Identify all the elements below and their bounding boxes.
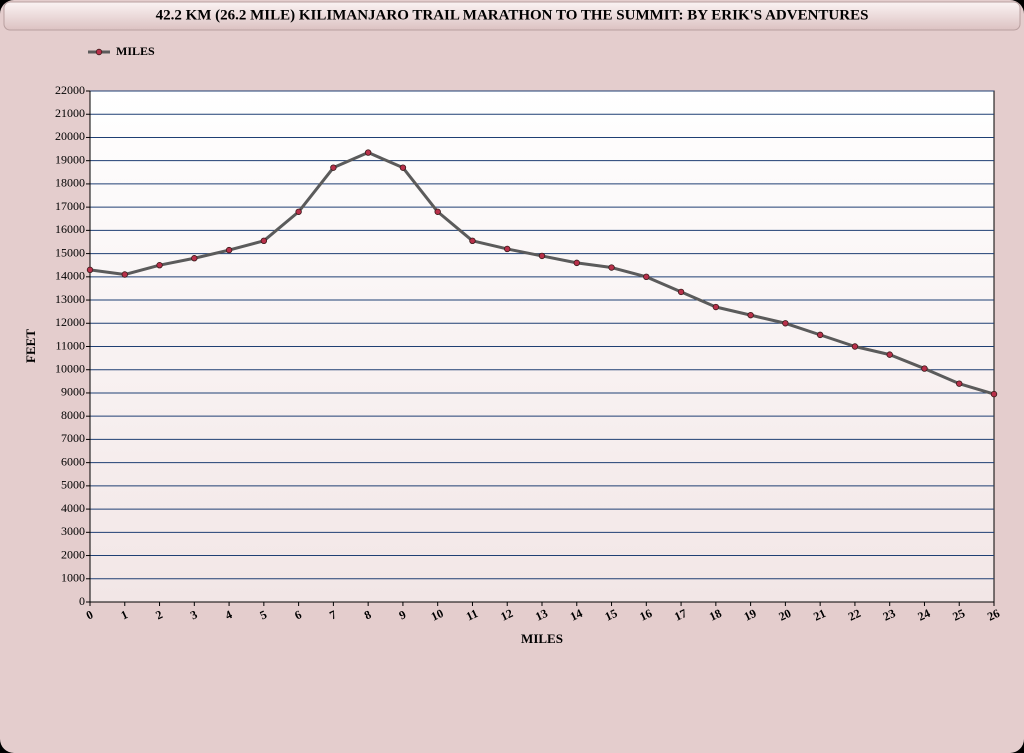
y-tick-label: 17000 (55, 199, 85, 213)
x-tick-label: 13 (533, 606, 550, 624)
y-tick-label: 1000 (61, 571, 85, 585)
y-tick-label: 14000 (55, 269, 85, 283)
y-tick-label: 4000 (61, 501, 85, 515)
y-tick-label: 6000 (61, 454, 85, 468)
x-tick-label: 25 (950, 606, 967, 624)
point (677, 288, 685, 296)
point (608, 264, 615, 271)
y-tick-label: 12000 (55, 315, 85, 329)
point (330, 164, 337, 171)
chart-title: 42.2 KM (26.2 MILE) KILIMANJARO TRAIL MA… (156, 7, 869, 23)
y-tick-label: 19000 (55, 152, 85, 166)
point (399, 164, 407, 171)
y-tick-label: 5000 (61, 478, 85, 492)
x-tick-label: 1 (119, 607, 130, 622)
x-tick-label: 6 (292, 607, 303, 622)
legend-marker (95, 48, 103, 56)
point (921, 365, 928, 372)
point (434, 208, 441, 215)
point (956, 380, 963, 387)
y-tick-label: 18000 (55, 176, 85, 190)
x-tick-label: 24 (916, 606, 933, 624)
y-tick-label: 7000 (61, 431, 85, 445)
y-tick-label: 13000 (55, 292, 85, 306)
y-axis-title: FEET (23, 329, 38, 363)
x-axis-title: MILES (521, 631, 563, 646)
x-tick-label: 15 (603, 606, 620, 624)
x-tick-label: 2 (153, 607, 164, 622)
x-tick-label: 20 (776, 606, 793, 624)
x-tick-label: 16 (637, 606, 654, 624)
y-tick-label: 8000 (61, 408, 85, 422)
point (851, 343, 859, 350)
y-tick-label: 20000 (55, 129, 85, 143)
y-tick-label: 22000 (55, 83, 85, 97)
x-tick-label: 8 (362, 607, 373, 622)
point (86, 266, 94, 274)
y-tick-label: 21000 (55, 106, 85, 120)
x-tick-label: 22 (846, 606, 863, 624)
point (747, 311, 754, 319)
x-tick-label: 14 (568, 606, 585, 624)
x-tick-label: 23 (881, 606, 898, 624)
point (364, 149, 372, 156)
y-tick-label: 16000 (55, 222, 85, 236)
x-tick-label: 12 (498, 606, 515, 624)
point (990, 390, 998, 398)
x-tick-label: 21 (811, 606, 828, 624)
point (712, 303, 720, 311)
y-tick-label: 2000 (61, 547, 85, 561)
point (643, 273, 650, 281)
title-bar (3, 1, 1021, 31)
y-tick-label: 15000 (55, 245, 85, 259)
x-tick-label: 10 (429, 606, 446, 624)
legend-label: MILES (116, 44, 155, 58)
point (121, 271, 128, 278)
x-tick-label: 4 (223, 607, 234, 622)
x-tick-label: 9 (397, 607, 408, 622)
point (816, 331, 824, 339)
y-tick-label: 3000 (61, 524, 85, 538)
x-tick-label: 3 (188, 607, 199, 622)
x-tick-label: 11 (464, 606, 480, 623)
x-tick-label: 18 (707, 606, 724, 624)
point (504, 245, 511, 253)
point (573, 259, 580, 267)
point (260, 237, 268, 245)
point (886, 351, 893, 358)
point (191, 255, 198, 262)
y-tick-label: 9000 (61, 385, 85, 399)
point (469, 237, 476, 245)
point (156, 262, 163, 269)
y-tick-label: 10000 (55, 361, 85, 375)
point (295, 208, 302, 215)
point (225, 246, 233, 254)
x-tick-label: 19 (742, 606, 759, 624)
x-tick-label: 7 (327, 607, 338, 622)
x-tick-label: 17 (672, 606, 689, 624)
y-tick-label: 11000 (55, 338, 85, 352)
x-tick-label: 5 (258, 607, 269, 622)
x-tick-label: 26 (985, 606, 1002, 624)
point (538, 252, 546, 260)
y-tick-label: 0 (79, 594, 85, 608)
x-tick-label: 0 (84, 607, 95, 622)
point (782, 320, 789, 327)
